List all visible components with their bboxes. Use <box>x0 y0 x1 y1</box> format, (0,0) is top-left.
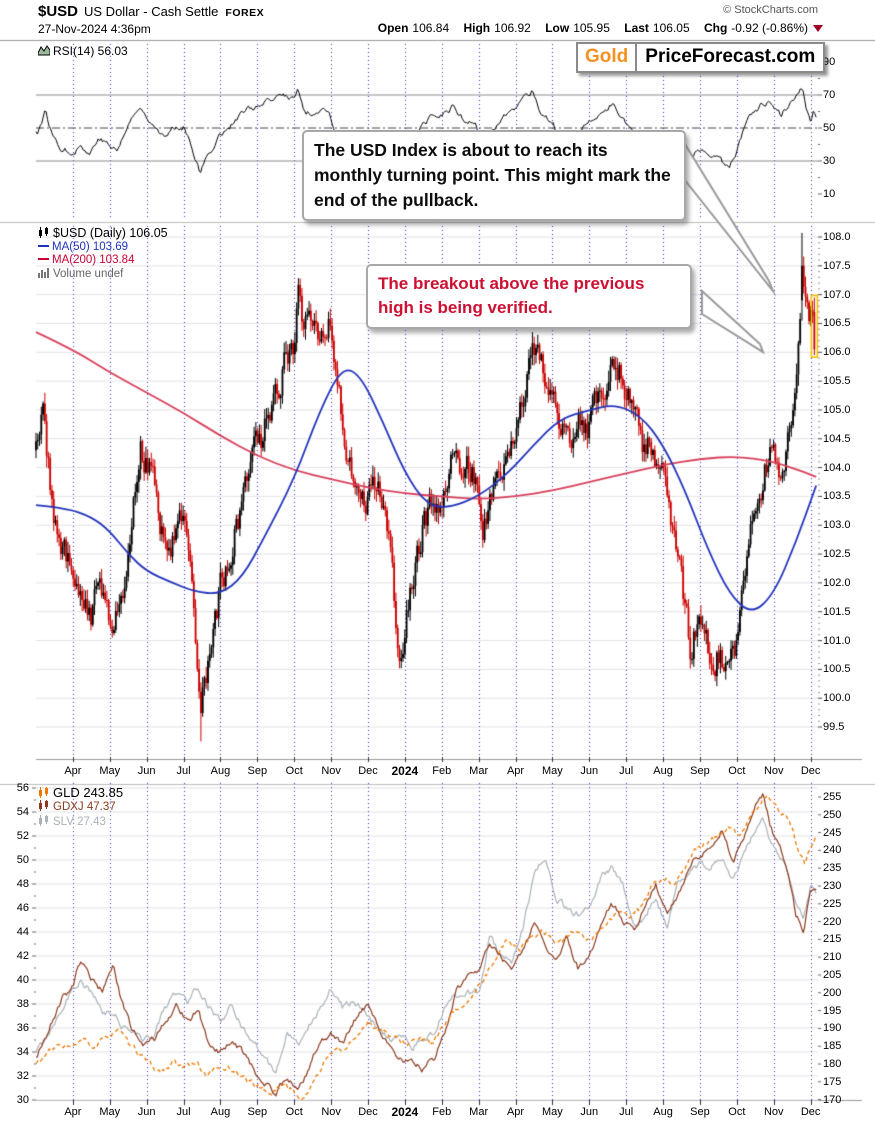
high-label: High <box>463 21 491 35</box>
price-legend-symbol-row: $USD (Daily) 106.05 <box>38 227 168 241</box>
slv-legend-row: SLV 27.43 <box>38 815 123 830</box>
chg-down-arrow-icon <box>813 25 823 33</box>
volume-bars-icon <box>38 267 50 282</box>
symbol-name: US Dollar - Cash Settle <box>84 4 219 19</box>
symbol-label: $USD <box>38 3 79 20</box>
open-label: Open <box>377 21 409 35</box>
open-value: 106.84 <box>412 21 450 35</box>
gdxj-legend-row: GDXJ 47.37 <box>38 800 123 815</box>
copyright: © StockCharts.com <box>723 4 818 16</box>
compare-legend: GLD 243.85 GDXJ 47.37 SLV 27.43 <box>38 786 123 830</box>
gld-legend-label: GLD 243.85 <box>53 785 124 800</box>
rsi-legend-label: RSI(14) 56.03 <box>53 44 128 58</box>
ma200-line-swatch <box>38 258 49 260</box>
high-value: 106.92 <box>494 21 531 35</box>
low-value: 105.95 <box>573 21 610 35</box>
slv-legend-label: SLV 27.43 <box>53 816 106 828</box>
volume-legend-row: Volume undef <box>38 267 168 282</box>
ma50-line-swatch <box>38 245 49 247</box>
ma50-legend-label: MA(50) 103.69 <box>52 241 129 253</box>
low-label: Low <box>545 21 570 35</box>
ma50-legend-row: MA(50) 103.69 <box>38 241 168 254</box>
logo-rest-text: PriceForecast.com <box>645 46 816 67</box>
callout-turning-point: The USD Index is about to reach its mont… <box>302 130 686 222</box>
callout-breakout: The breakout above the previous high is … <box>366 264 692 329</box>
rsi-legend: RSI(14) 56.03 <box>37 44 128 59</box>
last-label: Last <box>624 21 649 35</box>
gld-candle-icon <box>38 787 50 800</box>
goldpriceforecast-logo[interactable]: Gold PriceForecast.com <box>576 42 826 73</box>
gdxj-legend-label: GDXJ 47.37 <box>53 801 116 813</box>
candlestick-icon <box>38 227 50 241</box>
price-legend: $USD (Daily) 106.05 MA(50) 103.69 MA(200… <box>38 227 168 282</box>
logo-gold-text: Gold <box>578 44 638 71</box>
gdxj-candle-icon <box>38 800 50 815</box>
ma200-legend-label: MA(200) 103.84 <box>52 254 135 266</box>
volume-legend-label: Volume undef <box>53 268 124 280</box>
price-legend-label: $USD (Daily) 106.05 <box>53 226 168 240</box>
gld-legend-row: GLD 243.85 <box>38 786 123 800</box>
chart-datetime: 27-Nov-2024 4:36pm <box>38 22 151 36</box>
last-value: 106.05 <box>652 21 690 35</box>
slv-candle-icon <box>38 815 50 830</box>
quote-summary: Open 106.84 High 106.92 Low 105.95 Last 106.… <box>378 21 823 35</box>
chart-title: $USD US Dollar - Cash Settle FOREX <box>38 3 264 21</box>
chg-value: -0.92 (-0.86%) <box>731 21 808 35</box>
chg-label: Chg <box>703 21 728 35</box>
rsi-chart-icon <box>37 45 51 59</box>
ma200-legend-row: MA(200) 103.84 <box>38 254 168 267</box>
exchange-label: FOREX <box>225 7 265 19</box>
